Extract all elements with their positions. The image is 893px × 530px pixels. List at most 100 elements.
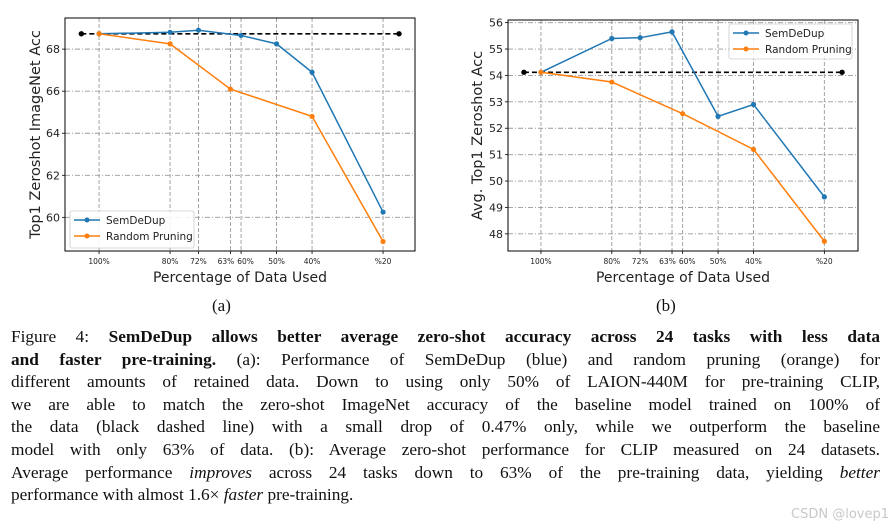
data-point	[750, 101, 757, 108]
caption-line: performance with almost 1.6× faster pre-…	[11, 484, 880, 507]
x-tick-label: 72%	[632, 257, 649, 266]
data-point	[715, 113, 721, 119]
caption-line: model with only 63% of data. (b): Averag…	[11, 439, 880, 462]
caption-line: and faster pre-training. (a): Performanc…	[11, 349, 880, 372]
y-tick-label: 54	[489, 69, 503, 82]
x-tick-label: 40%	[304, 257, 321, 266]
caption-segment: pre-training.	[263, 485, 354, 505]
y-tick-label: 56	[489, 17, 503, 30]
data-point	[821, 238, 827, 244]
legend-swatch-marker	[743, 46, 749, 52]
caption-line: Average performance improves across 24 t…	[11, 462, 880, 485]
y-tick-label: 62	[46, 169, 60, 182]
x-tick-label: 63%	[659, 257, 676, 266]
legend-swatch-marker	[743, 30, 749, 36]
data-point	[637, 35, 643, 41]
caption-segment: model with only 63% of data. (b): Averag…	[11, 439, 880, 459]
x-tick-label: 100%	[88, 257, 109, 266]
y-tick-label: 48	[489, 228, 503, 241]
legend-entry: Random Pruning	[765, 44, 852, 56]
y-tick-label: 51	[489, 149, 503, 162]
y-tick-label: 66	[46, 85, 60, 98]
x-tick-label: 72%	[190, 257, 207, 266]
x-tick-label: %20	[375, 257, 392, 266]
caption-segment: and faster pre-training.	[11, 349, 217, 369]
baseline-marker	[78, 31, 85, 37]
caption-segment: performance with almost 1.6×	[11, 485, 224, 505]
legend-swatch-marker	[84, 233, 90, 239]
legend-entry: Random Pruning	[106, 231, 193, 243]
plot-frame	[64, 17, 416, 252]
legend-box	[728, 23, 853, 60]
caption-segment: we are able to match the zero-shot Image…	[11, 394, 880, 414]
x-tick-label: 50%	[710, 257, 727, 266]
y-axis-label: Top1 Zeroshot ImageNet Acc	[28, 30, 44, 240]
legend-swatch-marker	[84, 217, 90, 223]
y-tick-label: 52	[489, 122, 503, 135]
data-point	[309, 69, 315, 75]
x-tick-label: 80%	[162, 257, 179, 266]
data-point	[195, 27, 202, 33]
y-axis-label: Avg. Top1 Zeroshot Acc	[470, 51, 486, 220]
legend-entry: SemDeDup	[106, 215, 166, 227]
x-tick-label: 60%	[237, 257, 254, 266]
legend-entry: SemDeDup	[765, 28, 825, 40]
x-tick-label: 60%	[679, 257, 696, 266]
caption-segment: SemDeDup allows better average zero-shot…	[108, 327, 880, 346]
watermark: CSDN @lovep1	[791, 507, 889, 522]
x-tick-label: 80%	[603, 257, 620, 266]
caption-segment: Figure 4:	[11, 327, 109, 346]
panel-label-a: (a)	[212, 296, 231, 315]
data-point	[380, 209, 386, 215]
x-tick-label: %20	[816, 257, 833, 266]
y-tick-label: 49	[489, 201, 503, 214]
data-point	[238, 32, 244, 39]
caption-segment: improves	[189, 462, 252, 482]
chart-b: 100% 80% 72% 63% 60% 50% 40% %20 48 49 50 51 52 53 54 5…	[470, 17, 859, 286]
x-tick-label: 50%	[268, 257, 285, 266]
plot-frame	[507, 19, 859, 252]
data-point	[167, 29, 173, 35]
figure-charts: 100% 80% 72% 63% 60% 50% 40% %206062646668SemDe…	[28, 17, 859, 286]
caption-line: different amounts of retained data. Down…	[11, 371, 880, 394]
y-tick-label: 50	[489, 175, 503, 188]
caption-segment: Average performance	[11, 462, 190, 482]
baseline-marker	[839, 69, 845, 75]
data-point	[669, 29, 675, 35]
x-axis-label: Percentage of Data Used	[596, 270, 770, 286]
caption-line: Figure 4: SemDeDup allows better average…	[11, 326, 880, 349]
caption-segment: better	[839, 462, 880, 482]
data-point	[609, 35, 615, 42]
data-point	[538, 69, 544, 75]
y-tick-label: 55	[489, 43, 503, 56]
data-point	[309, 113, 315, 120]
caption-line: we are able to match the zero-shot Image…	[11, 394, 880, 417]
panel-label-b: (b)	[656, 296, 676, 315]
caption-segment: faster	[223, 485, 264, 505]
x-tick-label: 40%	[745, 257, 762, 266]
caption-segment: across 24 tasks down to 63% of the pre-t…	[252, 462, 840, 482]
x-axis-label: Percentage of Data Used	[153, 270, 327, 286]
legend-box	[69, 210, 195, 249]
x-tick-label: 63%	[218, 257, 235, 266]
y-tick-label: 60	[46, 211, 60, 224]
y-tick-label: 68	[46, 43, 60, 56]
data-point	[680, 111, 686, 117]
data-point	[750, 146, 757, 152]
data-point	[609, 79, 615, 85]
baseline-marker	[521, 69, 527, 75]
caption-segment: different amounts of retained data. Down…	[11, 372, 880, 392]
figure-caption: Figure 4: SemDeDup allows better average…	[11, 326, 880, 507]
data-point	[227, 86, 234, 92]
data-point	[380, 238, 386, 245]
x-tick-label: 100%	[530, 257, 551, 266]
caption-line: the data (black dashed line) with a smal…	[11, 416, 880, 439]
chart-a: 100% 80% 72% 63% 60% 50% 40% %20 60 62 64 66 68 SemDe…	[28, 17, 416, 286]
data-point	[96, 31, 102, 37]
y-tick-label: 53	[489, 96, 503, 109]
caption-segment: (a): Performance of SemDeDup (blue) and …	[216, 349, 881, 369]
y-tick-label: 64	[46, 127, 60, 140]
baseline-marker	[396, 31, 402, 37]
data-point	[821, 194, 827, 200]
